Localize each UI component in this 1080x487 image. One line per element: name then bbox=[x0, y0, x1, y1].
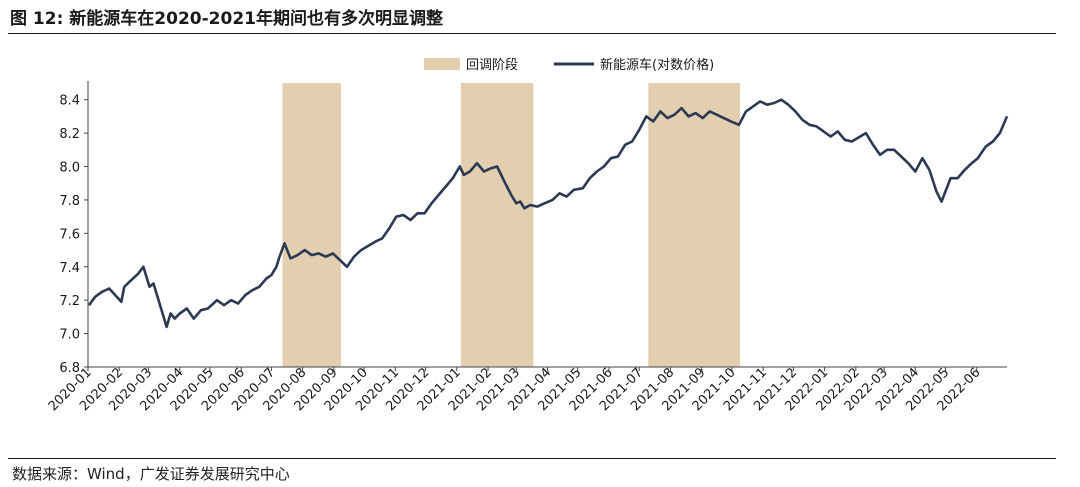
shaded-periods bbox=[282, 83, 740, 367]
y-tick-label: 7.4 bbox=[59, 261, 80, 276]
series-line-1 bbox=[87, 98, 1009, 329]
y-tick-label: 8.4 bbox=[59, 94, 80, 109]
y-tick-label: 7.0 bbox=[59, 328, 80, 343]
y-tick-label: 8.2 bbox=[59, 127, 80, 142]
series-lines bbox=[87, 98, 1009, 329]
title-rule bbox=[8, 33, 1056, 34]
legend-shade-swatch bbox=[424, 58, 460, 70]
legend-shade-label: 回调阶段 bbox=[466, 58, 518, 73]
source-rule bbox=[8, 458, 1056, 459]
shaded-period-1 bbox=[282, 83, 341, 367]
y-tick-labels: 8.4 8.2 8.0 7.8 7.6 7.4 7.2 7.0 6.8 bbox=[59, 94, 80, 376]
source-note: 数据来源：Wind，广发证券发展研究中心 bbox=[12, 465, 290, 483]
y-tick-label: 7.6 bbox=[59, 227, 80, 242]
y-tick-label: 7.2 bbox=[59, 294, 80, 309]
x-tick-labels: 2020-012020-022020-032020-042020-052020-… bbox=[46, 365, 984, 414]
figure-title: 图 12: 新能源车在2020-2021年期间也有多次明显调整 bbox=[10, 9, 443, 29]
y-tick-label: 7.8 bbox=[59, 194, 80, 209]
shaded-period-2 bbox=[460, 83, 534, 367]
line-chart: 8.4 8.2 8.0 7.8 7.6 7.4 7.2 7.0 6.8 2020-012020-… bbox=[46, 57, 1009, 414]
legend: 回调阶段 新能源车(对数价格) bbox=[424, 57, 714, 73]
legend-line-label: 新能源车(对数价格) bbox=[600, 57, 714, 73]
y-tick-label: 8.0 bbox=[59, 161, 80, 176]
y-tick-label: 6.8 bbox=[59, 361, 80, 376]
shaded-period-3 bbox=[648, 83, 740, 367]
axes bbox=[84, 81, 1007, 371]
